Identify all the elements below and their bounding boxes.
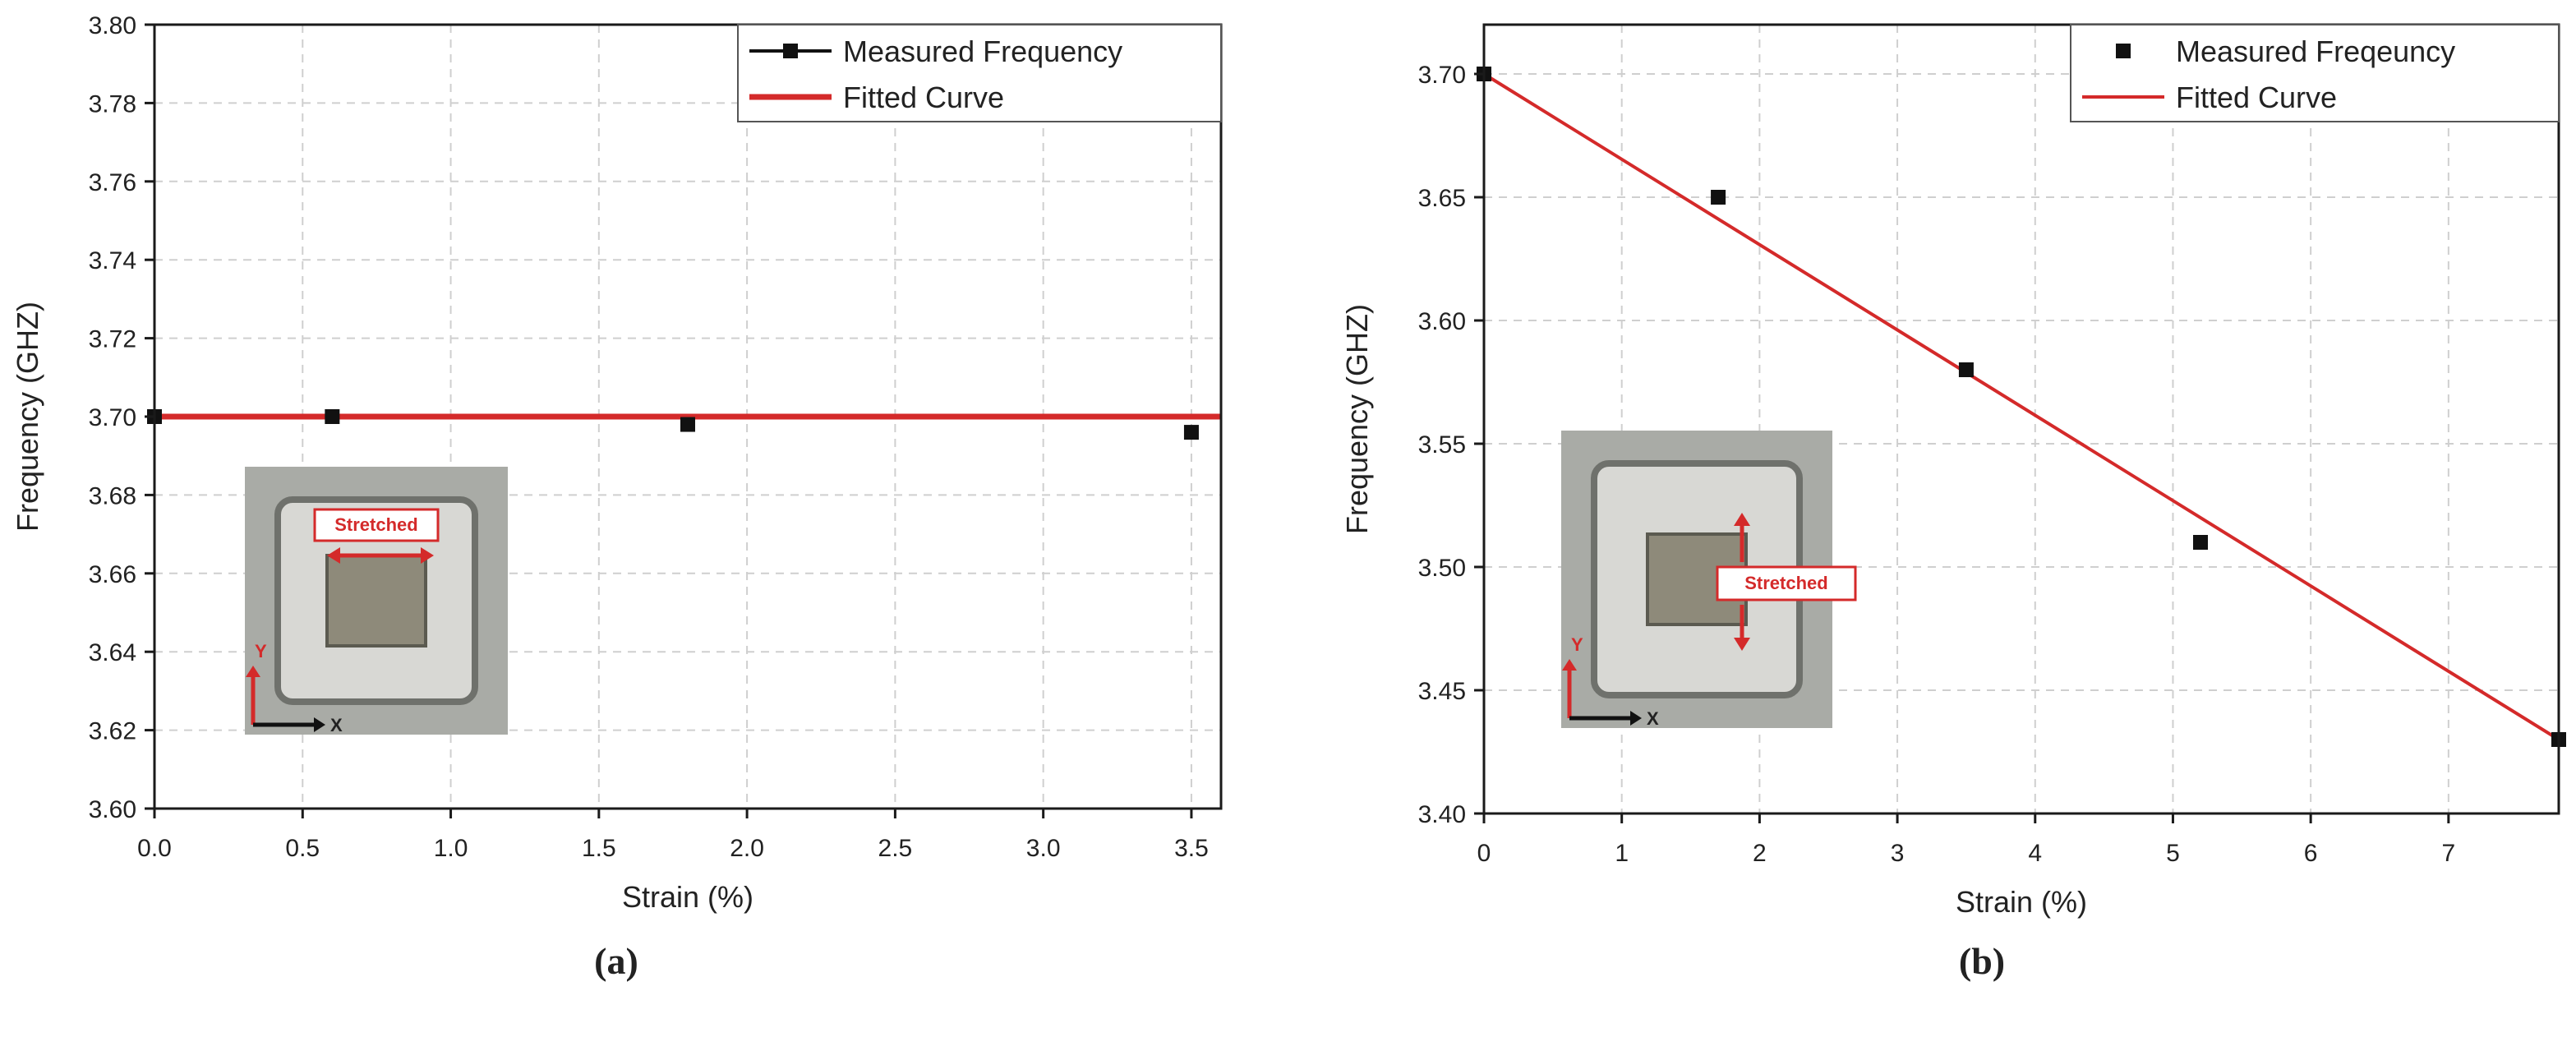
x-tick-label: 3.0: [1026, 835, 1061, 862]
y-tick-label: 3.72: [89, 326, 136, 353]
inset-axis-arrows-b: [1562, 659, 1642, 726]
y-axis-label-b: Frequency (GHZ): [1340, 304, 1374, 534]
y-tick-label: 3.55: [1418, 431, 1466, 459]
y-tick-label: 3.50: [1418, 555, 1466, 582]
x-axis-arrow-head: [1630, 711, 1642, 726]
legend-label-measured-a: Measured Frequency: [843, 35, 1122, 68]
x-tick-label: 0: [1477, 840, 1491, 867]
fitted-curve-line: [1482, 72, 2560, 741]
measured-points-a: [147, 409, 1199, 440]
x-tick-label: 4: [2028, 840, 2042, 867]
arrow-head-down: [1734, 638, 1750, 651]
legend-box-b: [2070, 24, 2560, 122]
fitted-curve-b: [1482, 72, 2560, 741]
plot-frame-b: [1482, 23, 2560, 815]
inset-stretch-arrow-a: [327, 547, 434, 564]
legend-label-fit-b: Fitted Curve: [2176, 81, 2337, 114]
x-tick-label: 3.5: [1174, 835, 1209, 862]
inset-stretched-tag-a: [313, 508, 440, 542]
x-tick-label: 1.5: [582, 835, 616, 862]
y-tick-labels-a: 3.60 3.62 3.64 3.66 3.68 3.70 3.72 3.74 3.76 3.78…: [89, 12, 136, 823]
data-point: [1711, 190, 1726, 205]
inset-chip-b: [1646, 532, 1748, 626]
y-axis-arrow-head: [246, 666, 260, 677]
x-tick-label: 2.0: [730, 835, 764, 862]
x-tick-label: 5: [2166, 840, 2180, 867]
x-tick-label: 0.0: [137, 835, 172, 862]
x-tick-label: 7: [2442, 840, 2456, 867]
data-point: [2193, 535, 2208, 550]
panel-caption-a: (a): [594, 940, 638, 982]
legend-a: Measured Frequency Fitted Curve: [737, 24, 1222, 122]
x-axis-arrow-head: [314, 717, 325, 732]
data-point: [1183, 425, 1199, 440]
inset-stretched-tag-b: [1716, 565, 1857, 601]
chart-panel-a: 0.0 0.5 1.0 1.5 2.0 2.5 3.0 3.5 3.603.623.643.6…: [11, 12, 1223, 982]
inset-photo-b: Stretched Y X: [1561, 431, 1857, 729]
y-axis-label-a: Frequency (GHZ): [11, 302, 44, 532]
inset-axis-x-label-b: X: [1647, 708, 1659, 729]
arrow-head-right: [421, 547, 434, 564]
y-tick-label: 3.60: [1418, 308, 1466, 335]
inset-axis-arrows-a: [246, 666, 325, 732]
y-tick-label: 3.78: [89, 90, 136, 118]
y-tick-label: 3.70: [89, 404, 136, 431]
y-tick-label: 3.60: [89, 796, 136, 823]
x-tick-label: 2: [1753, 840, 1767, 867]
y-tick-labels-b: 3.40 3.45 3.50 3.55 3.60 3.65 3.70: [1418, 62, 1466, 828]
inset-stretch-arrow-b: [1734, 513, 1750, 651]
legend-label-measured-b: Measured Freqeuncy: [2176, 35, 2455, 68]
y-tick-label: 3.65: [1418, 185, 1466, 212]
data-point: [1958, 362, 1974, 377]
x-tick-label: 0.5: [285, 835, 320, 862]
y-tick-label: 3.70: [1418, 62, 1466, 89]
legend-label-fit-a: Fitted Curve: [843, 81, 1004, 114]
legend-box-a: [737, 24, 1222, 122]
arrow-head-left: [327, 547, 340, 564]
x-axis-label-b: Strain (%): [1956, 885, 2087, 919]
y-tick-label: 3.76: [89, 169, 136, 196]
y-tick-label: 3.66: [89, 561, 136, 588]
y-tick-label: 3.64: [89, 639, 136, 666]
x-axis-label-a: Strain (%): [622, 880, 753, 914]
inset-axis-y-label-b: Y: [1571, 634, 1583, 655]
inset-stretched-label-a: Stretched: [334, 514, 417, 535]
y-tick-label: 3.40: [1418, 801, 1466, 828]
x-tick-label: 6: [2304, 840, 2318, 867]
y-tick-label: 3.45: [1418, 678, 1466, 705]
data-point: [325, 409, 340, 424]
arrow-head-up: [1734, 513, 1750, 526]
data-point: [680, 417, 695, 432]
legend-marker-a: [783, 44, 798, 58]
legend-marker-b: [2116, 44, 2131, 58]
y-tick-label: 3.62: [89, 718, 136, 745]
ticks-a: [145, 23, 1193, 818]
y-tick-label: 3.74: [89, 247, 136, 274]
x-tick-label: 3: [1891, 840, 1905, 867]
x-tick-labels-a: 0.0 0.5 1.0 1.5 2.0 2.5 3.0 3.5: [137, 835, 1209, 862]
inset-stretched-label-b: Stretched: [1744, 573, 1827, 593]
x-tick-label: 2.5: [878, 835, 913, 862]
inset-chip-a: [325, 554, 427, 648]
x-tick-labels-b: 0 1 2 3 4 5 6 7: [1477, 840, 2456, 867]
x-tick-label: 1.0: [434, 835, 468, 862]
chart-panel-b: 0 1 2 3 4 5 6 7 3.40 3.45 3.50 3.55 3.60 3.65 3.70 St…: [1340, 23, 2566, 982]
ticks-b: [1474, 72, 2450, 823]
inset-axis-y-label-a: Y: [255, 641, 267, 661]
inset-axis-x-label-a: X: [330, 715, 343, 735]
panel-caption-b: (b): [1959, 940, 2005, 982]
y-tick-label: 3.80: [89, 12, 136, 39]
x-tick-label: 1: [1615, 840, 1629, 867]
legend-b: Measured Freqeuncy Fitted Curve: [2070, 24, 2560, 122]
inset-photo-a: Stretched Y X: [245, 467, 508, 735]
y-axis-arrow-head: [1562, 659, 1577, 671]
y-tick-label: 3.68: [89, 482, 136, 509]
